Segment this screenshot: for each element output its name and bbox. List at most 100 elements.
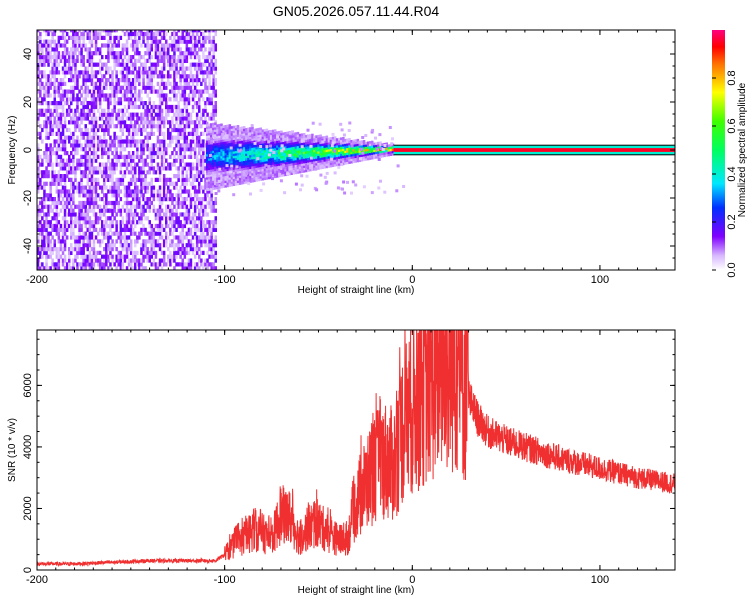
spectrogram-cell (317, 137, 320, 140)
spectrogram-cell (98, 166, 102, 171)
spectrogram-cell (198, 104, 201, 110)
spectrogram-cell (315, 137, 318, 141)
spectrogram-cell (84, 127, 87, 133)
spectrogram-cell (261, 152, 265, 156)
spectrogram-cell (253, 131, 256, 134)
spectrogram-cell (354, 157, 357, 161)
spectrogram-cell (86, 108, 89, 113)
spectrogram-cell (323, 161, 326, 164)
spectrogram-cell (117, 62, 120, 67)
spectrogram-cell (208, 55, 211, 60)
spectrogram-cell (61, 70, 65, 75)
spectrogram-cell (241, 131, 244, 134)
spectrogram-cell (39, 39, 42, 44)
spectrogram-cell (111, 189, 114, 194)
spectrogram-cell (63, 30, 67, 33)
spectrogram-cell (156, 43, 160, 48)
spectrogram-cell (191, 166, 195, 171)
spectrogram-cell (323, 136, 326, 139)
spectrogram-cell (251, 154, 254, 158)
spectrogram-cell (232, 128, 236, 131)
spectrogram-cell (152, 258, 156, 263)
spectrogram-cell (280, 160, 283, 164)
spectrogram-cell (115, 89, 118, 94)
spectrogram-cell (175, 243, 178, 248)
spectrogram-cell (148, 70, 151, 75)
spectrogram-cell (200, 43, 203, 48)
spectrogram-cell (224, 134, 227, 137)
spectrogram-cell (162, 55, 166, 60)
spectrogram-cell (243, 169, 246, 173)
spectrogram-cell (123, 124, 127, 129)
spectrogram-cell (111, 51, 114, 56)
spectrogram-cell (148, 31, 151, 37)
spectrogram-cell (187, 162, 191, 167)
spectrogram-cell (238, 163, 242, 167)
spectrogram-cell (298, 152, 302, 155)
spectrogram-cell (72, 74, 75, 79)
spectrogram-cell (165, 204, 168, 209)
spectrogram-cell (88, 204, 92, 209)
spectrogram-cell (232, 160, 236, 163)
spectrogram-cell (78, 112, 81, 117)
spectrogram-cell (298, 161, 302, 165)
spectrogram-cell (193, 185, 197, 190)
spectrogram-cell (47, 43, 50, 48)
spectrogram-cell (131, 231, 135, 236)
spectrogram-cell (333, 161, 337, 165)
spectrogram-cell (261, 161, 265, 165)
spectrogram-cell (226, 177, 229, 181)
spectrogram-cell (198, 78, 201, 83)
spectrogram-cell (329, 164, 333, 168)
spectrogram-cell (160, 30, 164, 33)
spectrogram-cell (136, 151, 139, 156)
spectrogram-cell (45, 78, 48, 83)
spectrogram-cell (329, 139, 333, 143)
spectrogram-cell (140, 127, 143, 133)
spectrogram-cell (259, 148, 262, 151)
spectrogram-cell (198, 212, 201, 217)
spectrogram-cell (214, 170, 217, 174)
spectrogram-cell (107, 131, 110, 136)
spectrogram-cell (101, 189, 104, 194)
spectrogram-cell (208, 97, 211, 102)
spectrogram-cell (274, 136, 277, 139)
spectrogram-cell (117, 85, 120, 90)
spectrogram-cell (55, 158, 59, 163)
spectrogram-cell (55, 47, 59, 52)
spectrogram-cell (205, 165, 209, 169)
spectrogram-cell (208, 227, 211, 232)
spectrogram-cell (113, 55, 116, 60)
spectrogram-cell (181, 35, 184, 40)
spectrogram-cell (70, 266, 73, 270)
spectrogram-cell (165, 74, 168, 79)
spectrogram-cell (202, 154, 205, 159)
spectrogram-cell (185, 262, 189, 267)
spectrogram-cell (191, 30, 195, 33)
spectrogram-cell (142, 31, 145, 37)
spectrogram-cell (198, 143, 201, 148)
spectrogram-cell (296, 166, 300, 170)
spectrogram-cell (127, 35, 131, 40)
spectrogram-cell (207, 160, 211, 164)
spectrogram-cell (208, 70, 211, 75)
spectrogram-cell (88, 223, 92, 229)
spectrogram-cell (109, 30, 112, 33)
spectrogram-cell (191, 89, 195, 94)
spectrogram-cell (263, 168, 267, 171)
spectrogram-cell (173, 35, 176, 40)
spectrogram-cell (263, 149, 267, 153)
spectrogram-cell (205, 151, 209, 155)
spectrogram-cell (212, 85, 215, 90)
spectrogram-cell (265, 149, 269, 153)
spectrogram-cell (86, 216, 89, 221)
spectrogram-cell (177, 143, 180, 148)
spectrogram-cell (156, 74, 160, 79)
spectrogram-cell (125, 235, 129, 240)
spectrogram-cell (206, 85, 209, 90)
spectrogram-cell (183, 200, 187, 206)
spectrogram-cell (200, 89, 203, 94)
spectrogram-cell (61, 143, 65, 148)
spectrogram-cell (321, 159, 324, 163)
spectrogram-cell (107, 147, 110, 152)
